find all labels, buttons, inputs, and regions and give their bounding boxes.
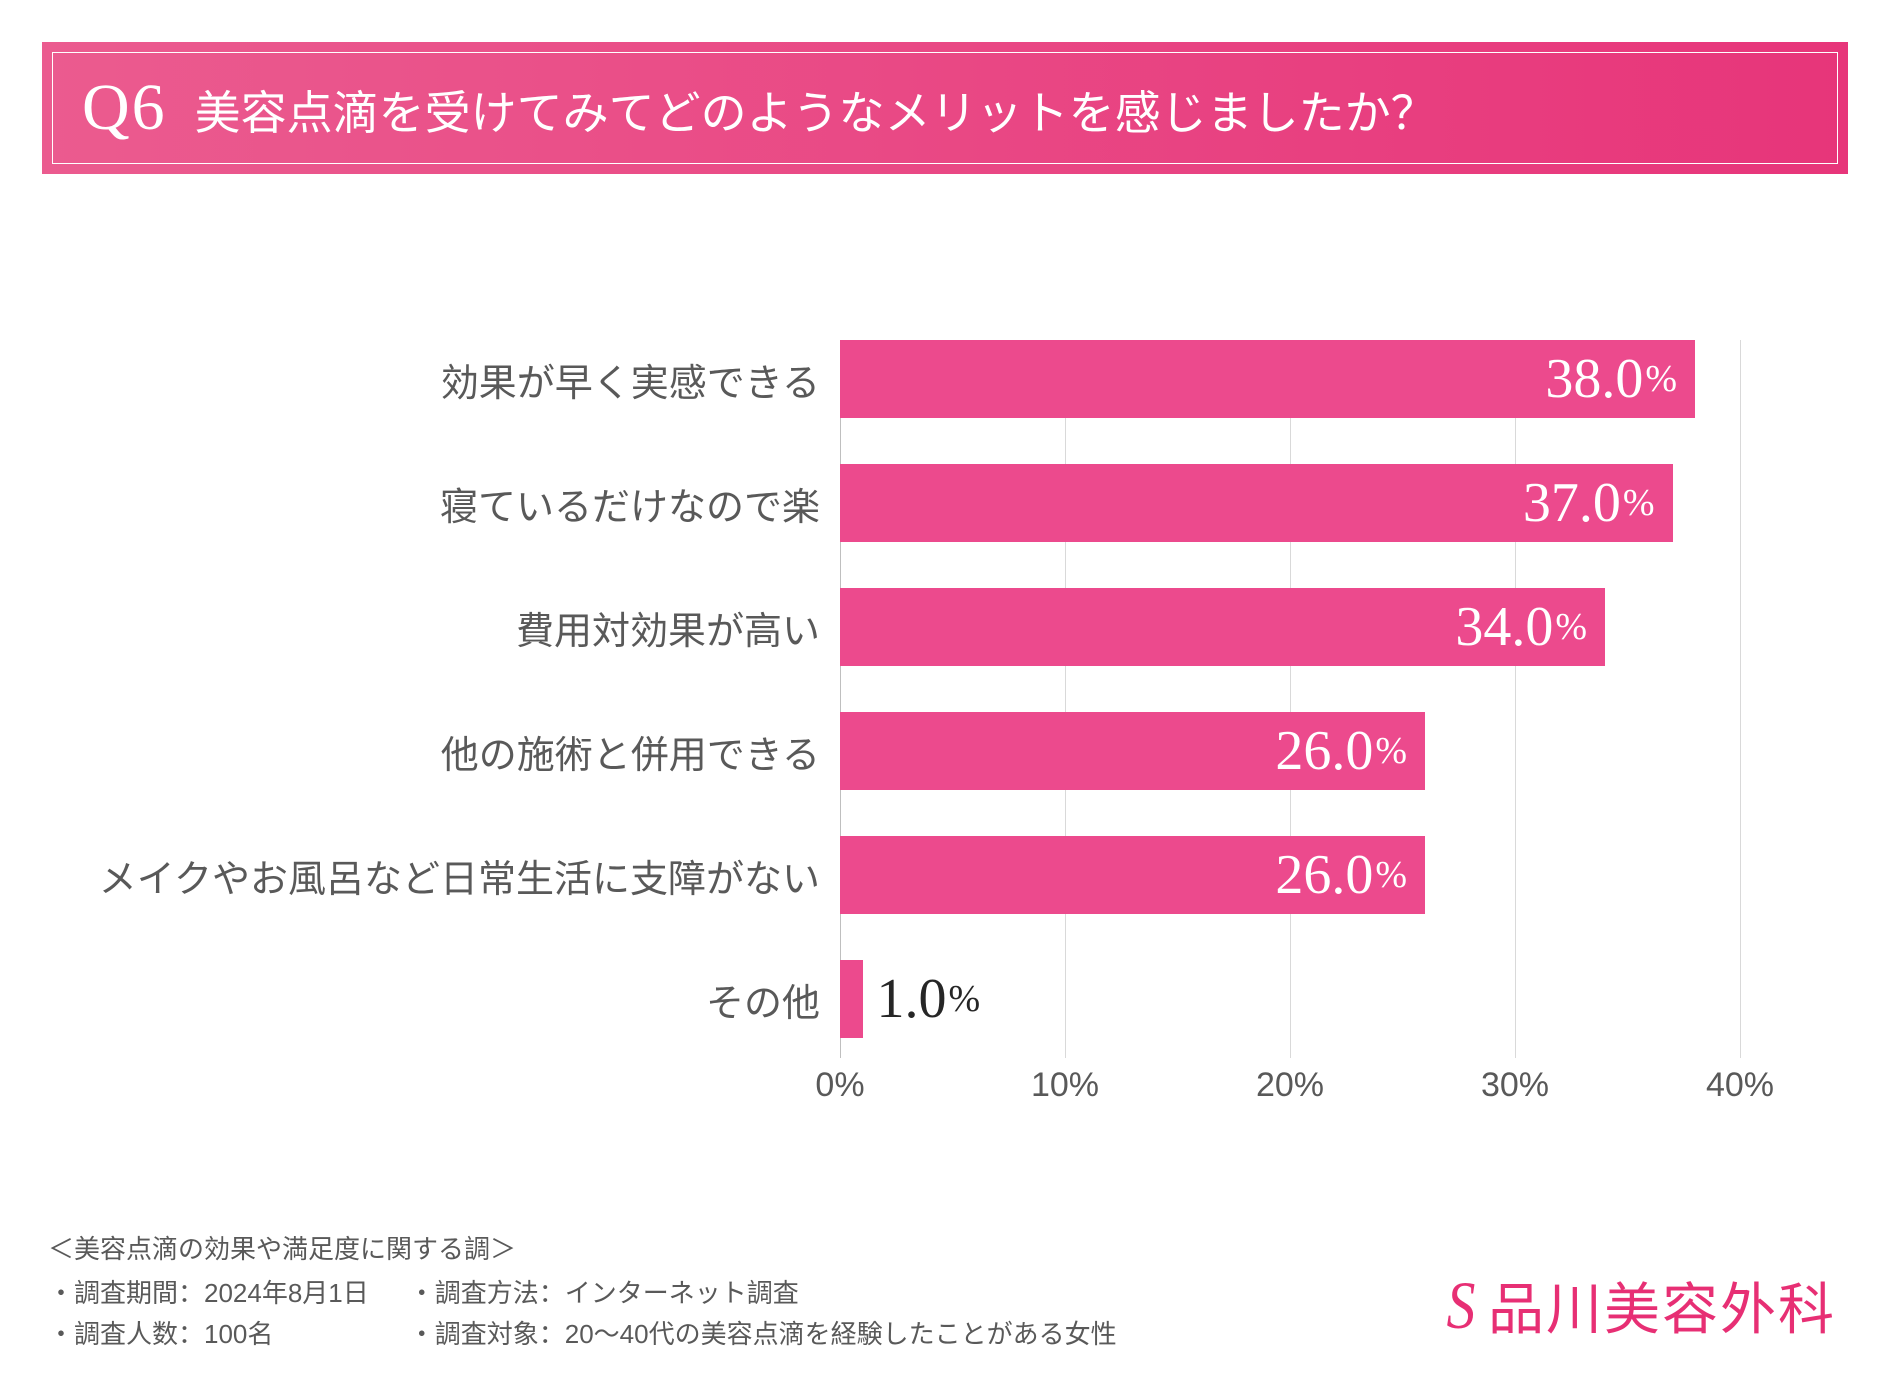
x-tick-label: 20% (1256, 1066, 1324, 1105)
y-axis-line (840, 340, 841, 1058)
footnote-period: ・調査期間：2024年8月1日 (48, 1273, 369, 1313)
footnote-method: ・調査方法：インターネット調査 (409, 1273, 1117, 1313)
gridline (1290, 340, 1291, 1058)
x-tick-label: 30% (1481, 1066, 1549, 1105)
footnote-target: ・調査対象：20～40代の美容点滴を経験したことがある女性 (409, 1314, 1117, 1354)
category-label: 他の施術と併用できる (441, 712, 820, 790)
question-header: Q6 美容点滴を受けてみてどのようなメリットを感じましたか？ (40, 40, 1850, 176)
value-label: 1.0% (877, 960, 981, 1038)
plot-area: 0%10%20%30%40%効果が早く実感できる38.0%寝ているだけなので楽3… (840, 340, 1740, 1058)
x-tick-label: 40% (1706, 1066, 1774, 1105)
question-text: 美容点滴を受けてみてどのようなメリットを感じましたか？ (195, 77, 1437, 143)
category-label: 寝ているだけなので楽 (440, 464, 820, 542)
gridline (1065, 340, 1066, 1058)
footnote-col2: ・調査方法：インターネット調査 ・調査対象：20～40代の美容点滴を経験したこと… (409, 1273, 1117, 1354)
category-label: 費用対効果が高い (516, 588, 820, 666)
footnote-title: ＜美容点滴の効果や満足度に関する調＞ (48, 1229, 1117, 1269)
value-label: 26.0% (840, 836, 1407, 914)
category-label: 効果が早く実感できる (441, 340, 820, 418)
category-label: メイクやお風呂など日常生活に支障がない (99, 836, 820, 914)
x-tick-label: 10% (1031, 1066, 1099, 1105)
logo-mark-icon: S (1447, 1266, 1476, 1345)
gridline (1740, 340, 1741, 1058)
category-label: その他 (706, 960, 820, 1038)
footnote-n: ・調査人数：100名 (48, 1314, 369, 1354)
survey-footnote: ＜美容点滴の効果や満足度に関する調＞ ・調査期間：2024年8月1日 ・調査人数… (48, 1229, 1117, 1354)
value-label: 38.0% (840, 340, 1677, 418)
value-label: 34.0% (840, 588, 1587, 666)
value-label: 37.0% (840, 464, 1655, 542)
bar (840, 960, 863, 1038)
gridline (1515, 340, 1516, 1058)
footnote-col1: ・調査期間：2024年8月1日 ・調査人数：100名 (48, 1273, 369, 1354)
brand-logo: S 品川美容外科 (1444, 1265, 1836, 1346)
value-label: 26.0% (840, 712, 1407, 790)
x-tick-label: 0% (815, 1066, 864, 1105)
logo-text: 品川美容外科 (1488, 1265, 1836, 1346)
bar-chart: 0%10%20%30%40%効果が早く実感できる38.0%寝ているだけなので楽3… (140, 300, 1760, 1200)
question-number: Q6 (82, 70, 167, 146)
